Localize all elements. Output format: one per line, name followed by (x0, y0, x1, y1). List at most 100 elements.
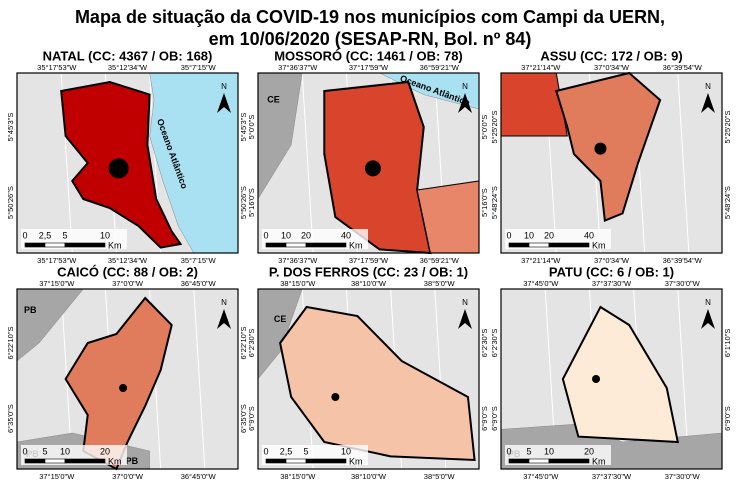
scale-label: 0 (22, 230, 27, 240)
map-frame (16, 72, 239, 254)
latitude-label: 6°9'0"S (723, 406, 732, 431)
north-label: N (221, 298, 227, 307)
scale-segment (265, 242, 287, 248)
longitude-label: 35°7'15"W (181, 63, 217, 72)
latitude-label: 5°16'0"S (480, 188, 489, 217)
longitude-label: 36°59'21"W (420, 63, 460, 72)
north-label: N (462, 298, 468, 307)
scale-unit: Km (592, 456, 606, 466)
campus-point (331, 393, 340, 401)
scale-label: 10 (524, 230, 534, 240)
scale-segment (285, 458, 307, 464)
panel-title: ASSU (CC: 172 / OB: 9) (540, 48, 682, 63)
latitude-label: 6°2'30"S (480, 329, 489, 358)
north-arrow (701, 309, 715, 329)
latitude-label: 6°1'10"S (723, 329, 732, 358)
scale-label: 20 (544, 230, 554, 240)
longitude-label: 35°12'34"W (108, 63, 148, 72)
place-label: PB (24, 305, 37, 315)
scale-label: 0 (263, 446, 268, 456)
scale-segment (24, 458, 46, 464)
longitude-label: 35°12'34"W (108, 256, 148, 265)
north-label: N (705, 298, 711, 307)
latitude-label: 5°50'26"S (239, 186, 248, 219)
scale-label: 20 (584, 446, 594, 456)
latitude-label: 5°45'3"S (239, 113, 248, 142)
scale-unit: Km (349, 456, 363, 466)
longitude-label: 37°17'59"W (349, 63, 389, 72)
campus-point (594, 142, 607, 155)
longitude-label: 36°39'54"W (663, 256, 703, 265)
scale-segment (24, 242, 46, 248)
panel-title: PATU (CC: 6 / OB: 1) (549, 264, 674, 279)
scale-label: 5 (303, 446, 308, 456)
boundary (301, 72, 314, 254)
scale-label: 2,5 (280, 446, 293, 456)
title: em 10/06/2020 (SESAP-RN, Bol. nº 84) (209, 29, 532, 49)
scale-segment (508, 458, 530, 464)
scale-label: 40 (341, 230, 351, 240)
latitude-label: 6°2'30"S (490, 329, 499, 358)
scale-label: 5 (526, 446, 531, 456)
scale-segment (508, 242, 530, 248)
scale-segment (44, 458, 66, 464)
longitude-label: 35°17'53"W (37, 63, 77, 72)
scale-label: 0 (22, 446, 27, 456)
scale-label: 10 (281, 230, 291, 240)
campus-point (364, 160, 381, 177)
longitude-label: 37°30'0"W (665, 279, 701, 288)
latitude-label: 5°25'20"S (723, 111, 732, 144)
longitude-label: 37°15'0"W (39, 472, 75, 481)
map-panel: NATAL (CC: 4367 / OB: 168)35°17'53"W35°1… (6, 48, 248, 265)
longitude-label: 37°36'37"W (278, 256, 318, 265)
campus-point (108, 158, 129, 179)
map-frame (257, 72, 480, 254)
panel-title: MOSSORÓ (CC: 1461 / OB: 78) (274, 48, 463, 63)
scale-label: 2,5 (39, 230, 52, 240)
scale-segment (528, 458, 550, 464)
latitude-label: 5°0'0"S (247, 115, 256, 140)
longitude-label: 38°10'0"W (351, 279, 387, 288)
scale-label: 5 (62, 230, 67, 240)
boundary (677, 72, 690, 254)
scale-segment (305, 242, 347, 248)
map-frame (500, 72, 723, 254)
latitude-label: 5°25'20"S (490, 111, 499, 144)
map-panel: P. DOS FERROS (CC: 23 / OB: 1)38°15'0"W3… (247, 264, 489, 481)
latitude-label: 6°9'0"S (247, 406, 256, 431)
title: Mapa de situação da COVID-19 nos municíp… (75, 7, 665, 27)
scale-unit: Km (592, 240, 606, 250)
longitude-label: 37°30'0"W (665, 472, 701, 481)
north-arrow (458, 93, 472, 113)
scale-label: 5 (42, 446, 47, 456)
longitude-label: 37°36'37"W (278, 63, 318, 72)
panel-title: CAICÓ (CC: 88 / OB: 2) (57, 264, 198, 279)
latitude-label: 5°0'0"S (480, 115, 489, 140)
longitude-label: 37°15'0"W (39, 279, 75, 288)
scale-unit: Km (108, 240, 122, 250)
map-panel: MOSSORÓ (CC: 1461 / OB: 78)37°36'37"W37°… (247, 48, 489, 265)
place-label: CE (267, 94, 280, 104)
scale-segment (305, 458, 347, 464)
north-label: N (705, 82, 711, 91)
longitude-label: 37°0'0"W (112, 279, 144, 288)
longitude-label: 37°21'14"W (521, 256, 561, 265)
north-arrow (458, 309, 472, 329)
place-label: CE (274, 314, 287, 324)
longitude-label: 35°17'53"W (37, 256, 77, 265)
panel-title: NATAL (CC: 4367 / OB: 168) (43, 48, 213, 63)
scale-segment (548, 458, 590, 464)
scale-label: 40 (584, 230, 594, 240)
map-frame (257, 288, 480, 470)
latitude-label: 5°50'26"S (6, 186, 15, 219)
latitude-label: 5°16'0"S (247, 188, 256, 217)
campus-point (592, 375, 601, 383)
latitude-label: 5°48'24"S (723, 186, 732, 219)
municipality (554, 71, 662, 223)
scale-label: 0 (263, 230, 268, 240)
longitude-label: 38°10'0"W (351, 472, 387, 481)
scale-label: 0 (506, 446, 511, 456)
map-panel: ASSU (CC: 172 / OB: 9)37°21'14"W37°21'14… (490, 48, 732, 265)
map-panel: PATU (CC: 6 / OB: 1)37°45'0"W37°45'0"W37… (490, 264, 732, 481)
